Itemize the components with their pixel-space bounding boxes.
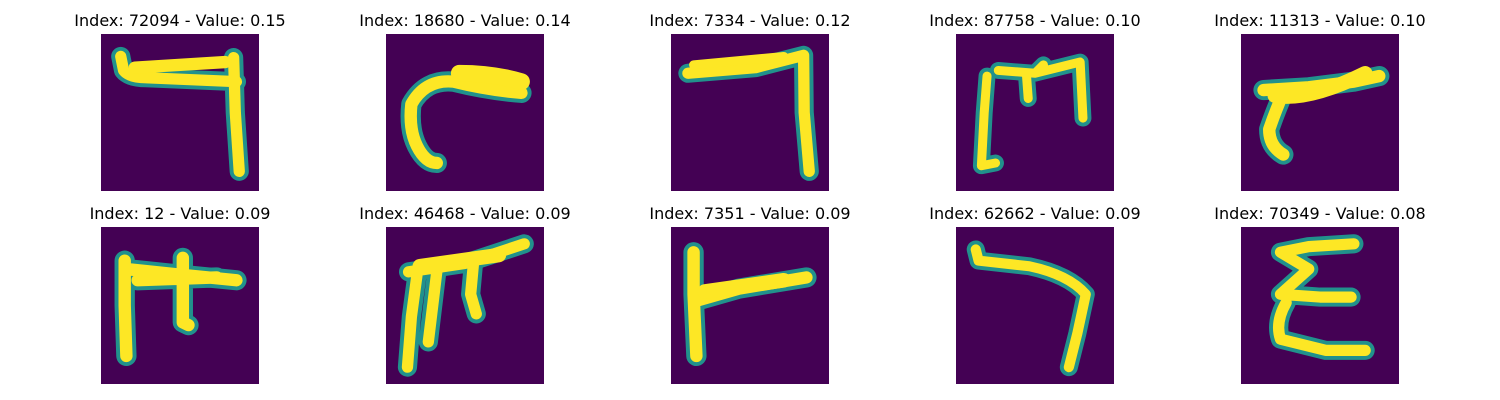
panel-3: Index: 7334 - Value: 0.12	[630, 10, 870, 194]
panel-title: Index: 87758 - Value: 0.10	[929, 11, 1141, 30]
panel-6: Index: 12 - Value: 0.09	[60, 203, 300, 387]
glyph-image	[386, 34, 544, 191]
glyph-image	[101, 34, 259, 191]
panel-title: Index: 11313 - Value: 0.10	[1214, 11, 1426, 30]
glyph-image	[956, 227, 1114, 384]
panel-5: Index: 11313 - Value: 0.10	[1200, 10, 1440, 194]
panel-title: Index: 72094 - Value: 0.15	[74, 11, 286, 30]
glyph-image	[956, 34, 1114, 191]
panel-title: Index: 62662 - Value: 0.09	[929, 204, 1141, 223]
panel-10: Index: 70349 - Value: 0.08	[1200, 203, 1440, 387]
glyph-image	[1241, 227, 1399, 384]
panel-4: Index: 87758 - Value: 0.10	[915, 10, 1155, 194]
panel-title: Index: 70349 - Value: 0.08	[1214, 204, 1426, 223]
panel-title: Index: 46468 - Value: 0.09	[359, 204, 571, 223]
glyph-image	[671, 227, 829, 384]
panel-1: Index: 72094 - Value: 0.15	[60, 10, 300, 194]
panel-2: Index: 18680 - Value: 0.14	[345, 10, 585, 194]
panel-title: Index: 18680 - Value: 0.14	[359, 11, 571, 30]
glyph-image	[1241, 34, 1399, 191]
panel-7: Index: 46468 - Value: 0.09	[345, 203, 585, 387]
glyph-image	[671, 34, 829, 191]
panel-title: Index: 7334 - Value: 0.12	[649, 11, 851, 30]
glyph-image	[101, 227, 259, 384]
glyph-image	[386, 227, 544, 384]
panel-title: Index: 12 - Value: 0.09	[89, 204, 271, 223]
panel-8: Index: 7351 - Value: 0.09	[630, 203, 870, 387]
panel-9: Index: 62662 - Value: 0.09	[915, 203, 1155, 387]
panel-title: Index: 7351 - Value: 0.09	[649, 204, 851, 223]
